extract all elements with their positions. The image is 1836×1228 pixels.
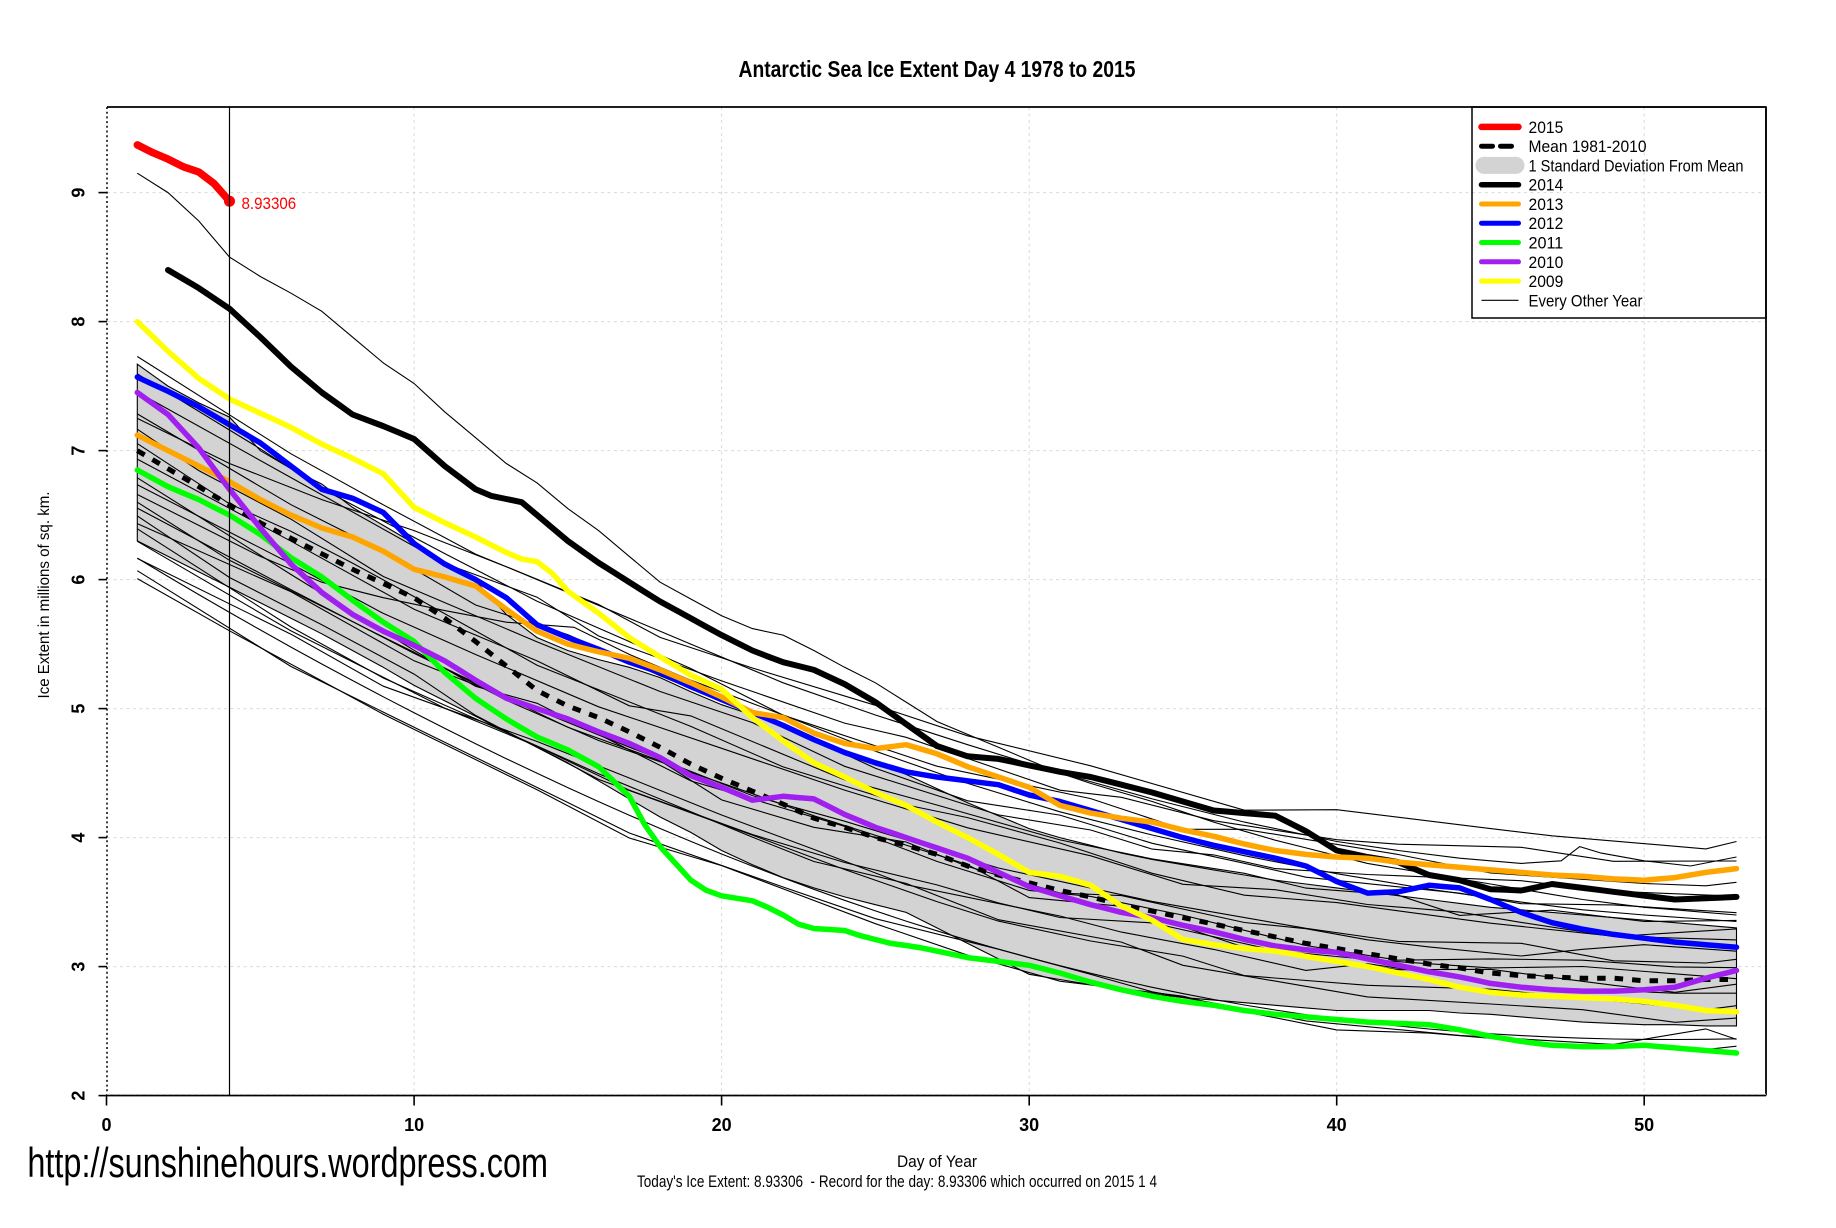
svg-text:9: 9: [69, 188, 89, 198]
svg-text:10: 10: [404, 1115, 424, 1135]
svg-text:Ice Extent in millions of sq.: Ice Extent in millions of sq. km.: [36, 492, 53, 699]
svg-text:2009: 2009: [1529, 272, 1564, 291]
svg-text:6: 6: [69, 575, 89, 585]
svg-text:2: 2: [69, 1091, 89, 1101]
svg-text:40: 40: [1327, 1115, 1347, 1135]
svg-text:http://sunshinehours.wordpress: http://sunshinehours.wordpress.com: [27, 1139, 548, 1186]
svg-text:Antarctic Sea Ice Extent Day 4: Antarctic Sea Ice Extent Day 4 1978 to 2…: [739, 56, 1136, 82]
svg-text:2012: 2012: [1529, 214, 1564, 233]
svg-text:7: 7: [69, 446, 89, 456]
svg-text:Day of Year: Day of Year: [897, 1152, 977, 1171]
svg-text:Today's Ice Extent: 8.93306 -: Today's Ice Extent: 8.93306 - Record for…: [637, 1172, 1157, 1191]
svg-text:0: 0: [101, 1115, 111, 1135]
svg-text:2010: 2010: [1529, 253, 1564, 272]
svg-text:2011: 2011: [1529, 234, 1564, 253]
svg-text:50: 50: [1634, 1115, 1654, 1135]
svg-text:3: 3: [69, 962, 89, 972]
svg-text:1 Standard Deviation From Mean: 1 Standard Deviation From Mean: [1529, 156, 1744, 175]
svg-text:8.93306: 8.93306: [242, 194, 297, 213]
svg-text:2015: 2015: [1529, 118, 1564, 137]
svg-text:2014: 2014: [1529, 176, 1564, 195]
svg-text:8: 8: [69, 317, 89, 327]
svg-text:30: 30: [1019, 1115, 1039, 1135]
svg-text:20: 20: [712, 1115, 732, 1135]
svg-text:4: 4: [69, 833, 89, 843]
svg-text:Every Other Year: Every Other Year: [1529, 291, 1643, 310]
svg-text:5: 5: [69, 704, 89, 714]
svg-text:2013: 2013: [1529, 195, 1564, 214]
svg-text:Mean 1981-2010: Mean 1981-2010: [1529, 137, 1647, 156]
